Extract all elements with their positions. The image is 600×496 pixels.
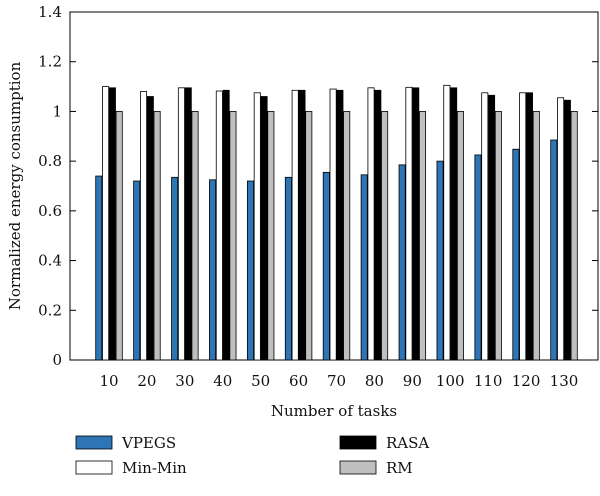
y-axis: 0 0.2 0.4 0.6 0.8 1 1.2 1.4 bbox=[38, 3, 598, 369]
bar-rasa-100 bbox=[450, 87, 458, 361]
bar-min-min-10 bbox=[102, 86, 110, 361]
bar-min-min-100 bbox=[443, 84, 451, 361]
bar-rasa-50 bbox=[260, 96, 268, 361]
legend-swatch-rasa bbox=[339, 435, 377, 450]
y-tick-label: 1.4 bbox=[38, 3, 62, 21]
bar-rasa-110 bbox=[488, 94, 496, 361]
bar-vpegs-70 bbox=[322, 171, 330, 361]
bar-min-min-60 bbox=[291, 89, 299, 361]
x-tick-label: 130 bbox=[550, 372, 579, 390]
bar-min-min-50 bbox=[253, 92, 261, 361]
x-tick-label: 10 bbox=[99, 372, 118, 390]
bar-vpegs-120 bbox=[512, 148, 520, 361]
bar-min-min-40 bbox=[215, 90, 223, 361]
bar-rasa-10 bbox=[108, 87, 116, 361]
x-tick-label: 40 bbox=[213, 372, 232, 390]
legend: VPEGS Min-Min RASA RM bbox=[75, 434, 429, 477]
bar-rm-40 bbox=[229, 111, 237, 361]
bar-rm-130 bbox=[570, 111, 578, 361]
bar-vpegs-80 bbox=[360, 174, 368, 361]
bar-rm-100 bbox=[456, 111, 464, 361]
bar-rm-110 bbox=[494, 111, 502, 361]
bar-vpegs-60 bbox=[284, 176, 292, 361]
bar-rasa-30 bbox=[184, 87, 192, 361]
y-tick-label: 0.4 bbox=[38, 252, 62, 270]
x-tick-label: 50 bbox=[251, 372, 270, 390]
bar-vpegs-40 bbox=[209, 179, 217, 361]
legend-label-min-min: Min-Min bbox=[122, 459, 187, 477]
bar-min-min-90 bbox=[405, 86, 413, 361]
bar-vpegs-20 bbox=[133, 180, 141, 361]
bar-rasa-80 bbox=[374, 89, 382, 361]
bar-vpegs-100 bbox=[436, 160, 444, 361]
bar-rm-50 bbox=[267, 111, 275, 361]
x-tick-label: 100 bbox=[436, 372, 465, 390]
x-tick-label: 90 bbox=[403, 372, 422, 390]
legend-swatch-min-min bbox=[75, 460, 113, 475]
bar-rm-10 bbox=[115, 111, 123, 361]
y-tick-label: 0.6 bbox=[38, 202, 62, 220]
y-tick-label: 0.2 bbox=[38, 301, 62, 319]
bar-vpegs-110 bbox=[474, 154, 482, 361]
bar-min-min-30 bbox=[177, 87, 185, 361]
legend-label-vpegs: VPEGS bbox=[121, 434, 176, 452]
bar-min-min-80 bbox=[367, 87, 375, 361]
x-tick-label: 120 bbox=[512, 372, 541, 390]
bar-rasa-120 bbox=[525, 92, 533, 361]
bar-min-min-110 bbox=[481, 92, 489, 361]
bar-vpegs-50 bbox=[246, 180, 254, 361]
legend-swatch-rm bbox=[339, 460, 377, 475]
bar-rasa-90 bbox=[412, 87, 420, 361]
x-axis-title: Number of tasks bbox=[271, 402, 397, 420]
y-tick-label: 1 bbox=[52, 102, 62, 120]
legend-label-rasa: RASA bbox=[386, 434, 429, 452]
bar-vpegs-10 bbox=[95, 175, 103, 361]
x-tick-label: 30 bbox=[175, 372, 194, 390]
bar-rm-30 bbox=[191, 111, 199, 361]
bar-rasa-70 bbox=[336, 89, 344, 361]
bar-min-min-130 bbox=[557, 97, 565, 361]
bar-min-min-20 bbox=[140, 91, 148, 361]
bar-min-min-70 bbox=[329, 88, 337, 361]
bar-rasa-60 bbox=[298, 89, 306, 361]
y-axis-title: Normalized energy consumption bbox=[6, 61, 24, 310]
x-tick-label: 80 bbox=[365, 372, 384, 390]
y-tick-label: 0 bbox=[52, 351, 62, 369]
bar-rm-120 bbox=[532, 111, 540, 361]
bar-vpegs-130 bbox=[550, 139, 558, 361]
x-tick-label: 70 bbox=[327, 372, 346, 390]
bar-rm-90 bbox=[419, 111, 427, 361]
bar-rm-60 bbox=[305, 111, 313, 361]
y-tick-label: 0.8 bbox=[38, 152, 62, 170]
legend-label-rm: RM bbox=[386, 459, 413, 477]
x-tick-label: 60 bbox=[289, 372, 308, 390]
bar-min-min-120 bbox=[519, 92, 527, 361]
bar-vpegs-90 bbox=[398, 164, 406, 361]
bar-rm-80 bbox=[381, 111, 389, 361]
bars bbox=[95, 84, 578, 361]
bar-rasa-20 bbox=[146, 96, 154, 361]
x-tick-label: 20 bbox=[137, 372, 156, 390]
bar-vpegs-30 bbox=[171, 176, 179, 361]
bar-rm-20 bbox=[153, 111, 161, 361]
legend-swatch-vpegs bbox=[75, 435, 113, 450]
bar-rasa-130 bbox=[563, 99, 571, 361]
x-tick-label: 110 bbox=[474, 372, 503, 390]
bar-rm-70 bbox=[343, 111, 351, 361]
x-axis: 10 20 30 40 50 60 70 80 90 100 110 120 130 bbox=[99, 372, 578, 390]
bar-rasa-40 bbox=[222, 89, 230, 361]
y-tick-label: 1.2 bbox=[38, 53, 62, 71]
